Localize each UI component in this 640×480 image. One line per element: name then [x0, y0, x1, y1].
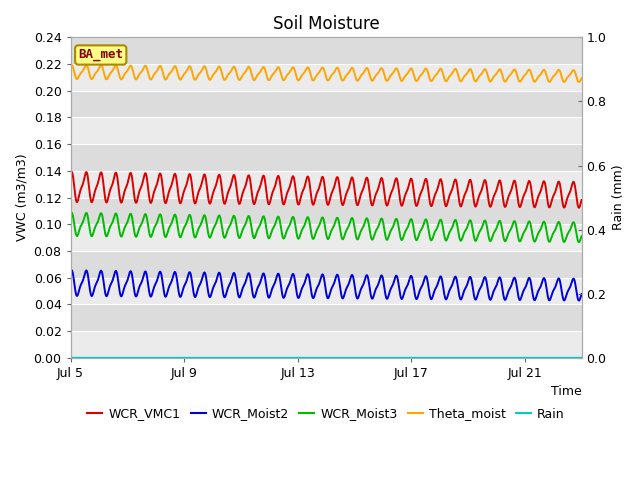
Legend: WCR_VMC1, WCR_Moist2, WCR_Moist3, Theta_moist, Rain: WCR_VMC1, WCR_Moist2, WCR_Moist3, Theta_… — [83, 403, 570, 425]
Bar — [70, 37, 582, 64]
Bar — [70, 331, 582, 358]
X-axis label: Time: Time — [551, 385, 582, 398]
Bar — [70, 251, 582, 278]
Bar — [70, 224, 582, 251]
Bar — [70, 64, 582, 91]
Y-axis label: VWC (m3/m3): VWC (m3/m3) — [15, 154, 28, 241]
Bar — [70, 198, 582, 224]
Bar — [70, 278, 582, 304]
Bar — [70, 144, 582, 171]
Text: BA_met: BA_met — [78, 48, 124, 61]
Bar — [70, 91, 582, 118]
Title: Soil Moisture: Soil Moisture — [273, 15, 380, 33]
Bar — [70, 171, 582, 198]
Y-axis label: Rain (mm): Rain (mm) — [612, 165, 625, 230]
Bar — [70, 304, 582, 331]
Bar — [70, 118, 582, 144]
